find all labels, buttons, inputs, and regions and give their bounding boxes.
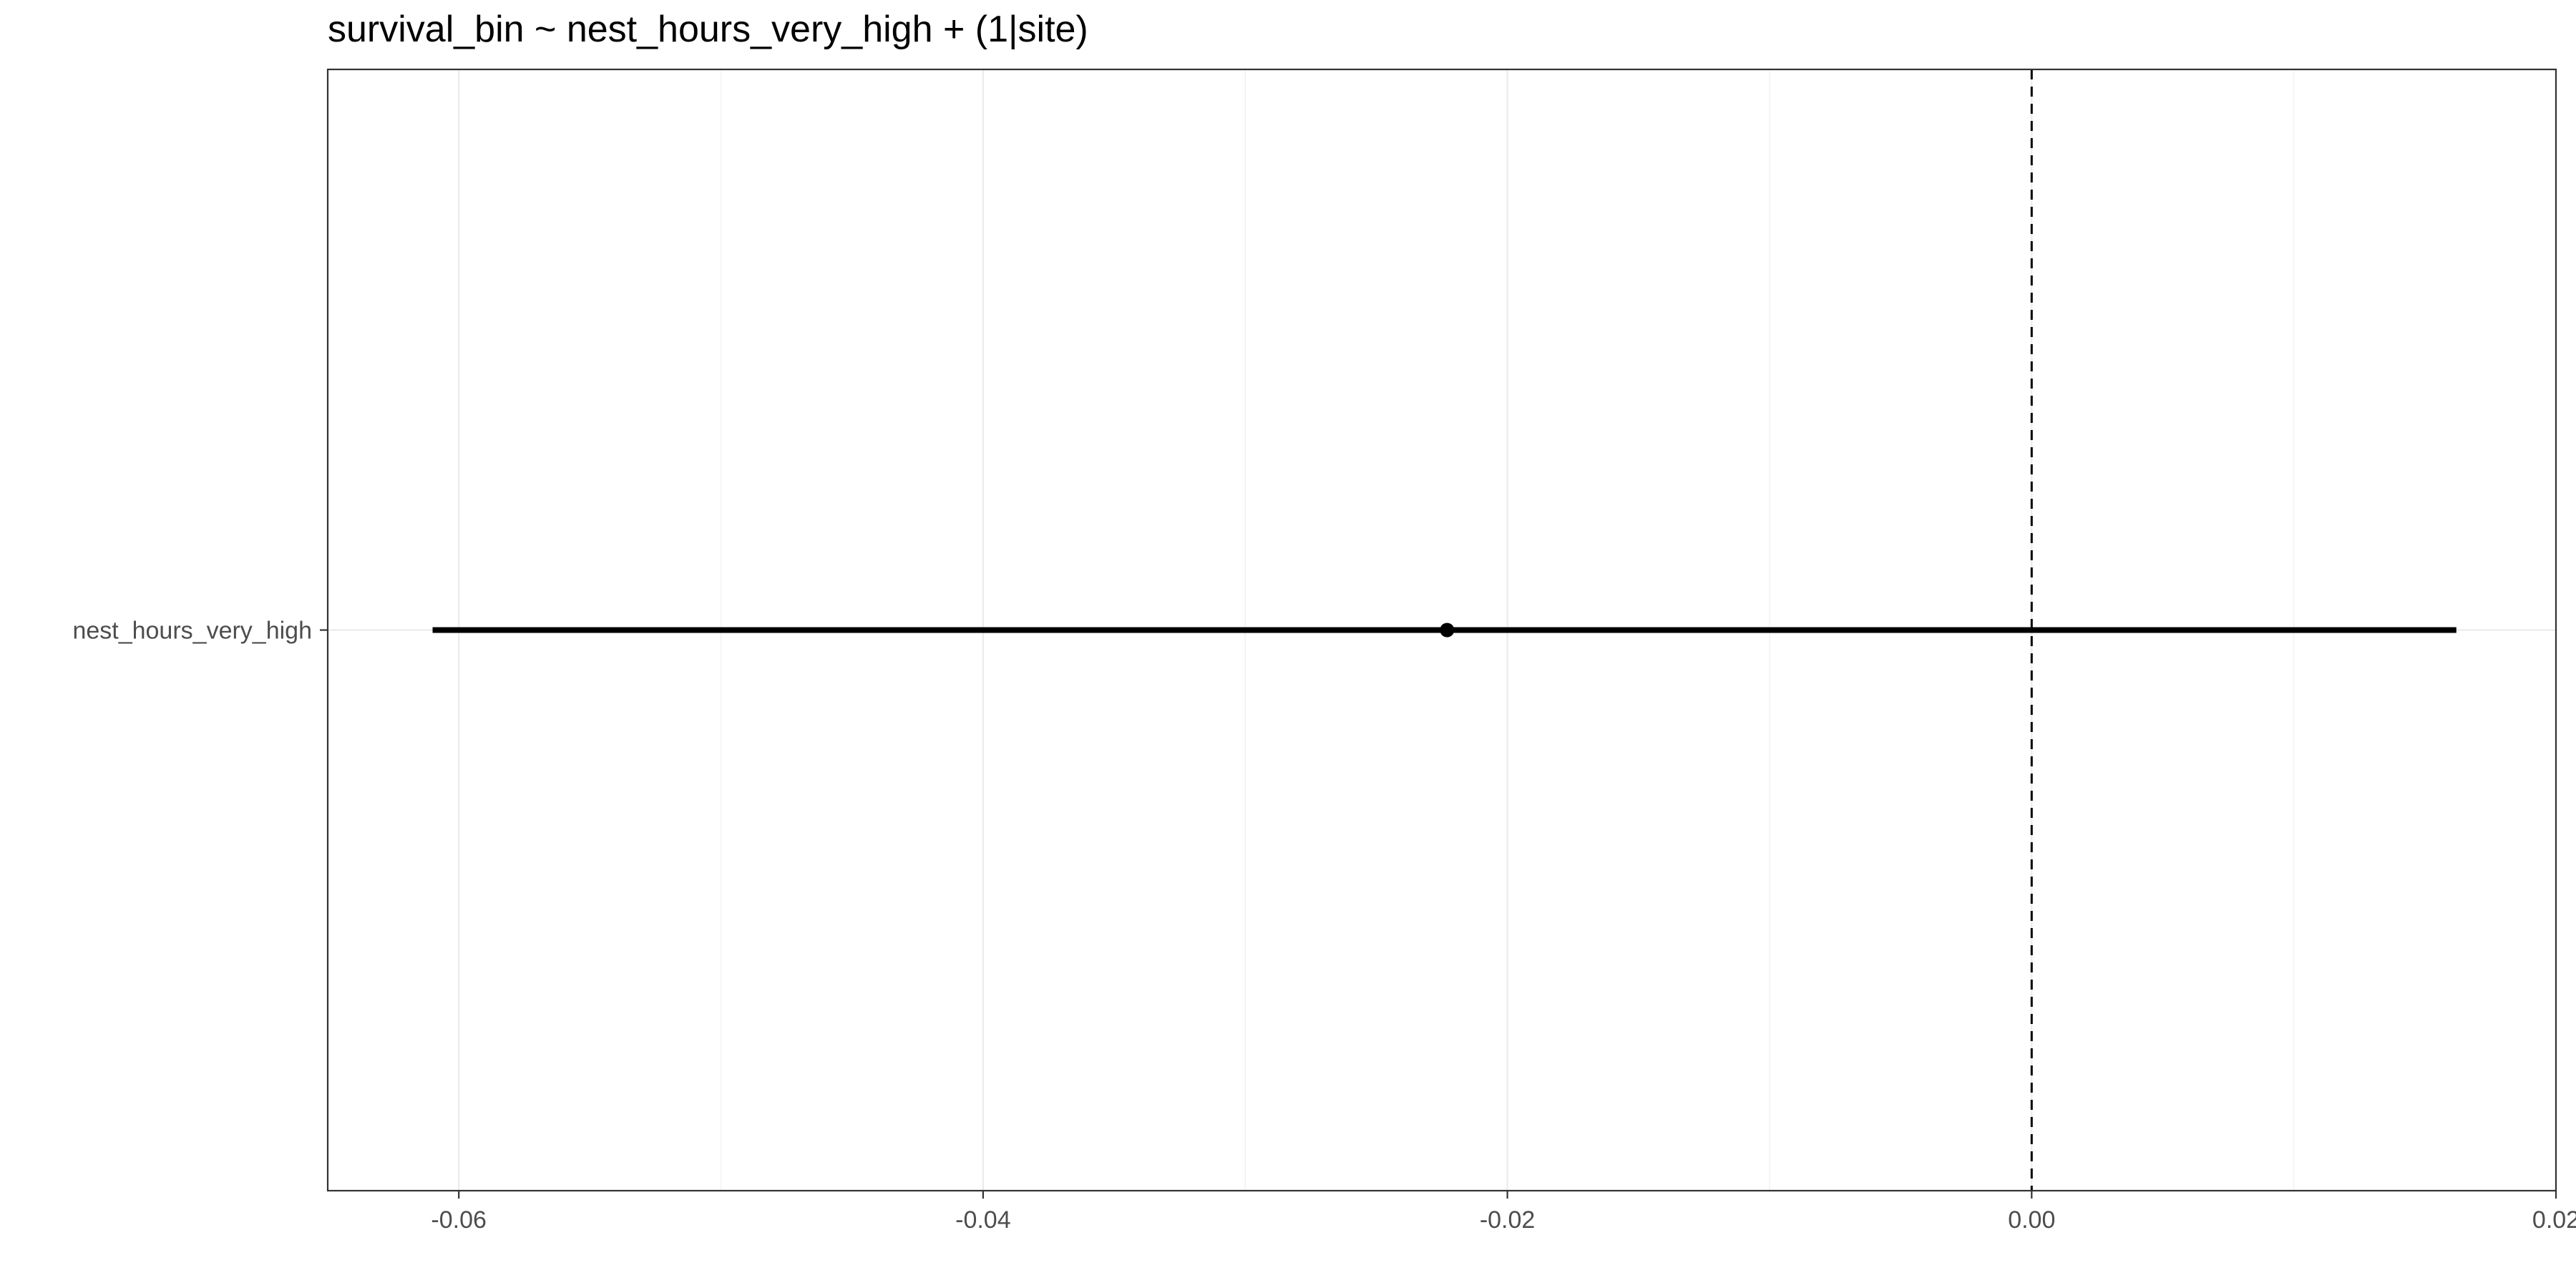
x-axis: -0.06 -0.04 -0.02 0.00 0.02 bbox=[431, 1191, 2576, 1234]
chart-title: survival_bin ~ nest_hours_very_high + (1… bbox=[328, 9, 1088, 50]
x-tick-label: 0.02 bbox=[2532, 1206, 2576, 1234]
y-tick-label: nest_hours_very_high bbox=[72, 618, 312, 645]
y-axis: nest_hours_very_high bbox=[72, 618, 328, 645]
estimate-point bbox=[1440, 623, 1455, 638]
x-tick-label: -0.06 bbox=[431, 1206, 487, 1234]
estimate-marks bbox=[432, 623, 2457, 638]
x-tick-label: -0.04 bbox=[955, 1206, 1011, 1234]
x-tick-label: 0.00 bbox=[2008, 1206, 2055, 1234]
x-tick-label: -0.02 bbox=[1480, 1206, 1536, 1234]
